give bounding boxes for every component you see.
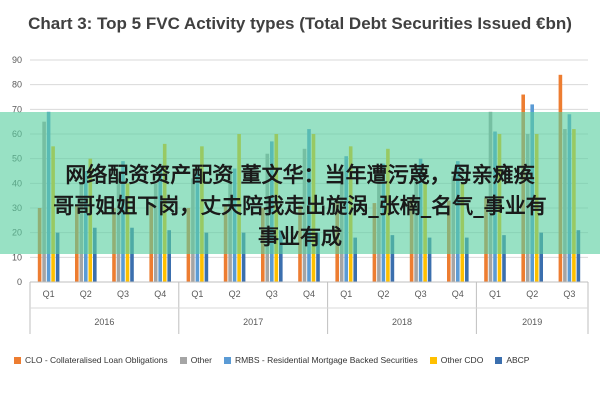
bar [316, 232, 320, 282]
legend-label: Other [190, 355, 212, 365]
y-tick-label: 90 [12, 55, 22, 65]
group-label: 2017 [243, 317, 263, 327]
group-label: 2019 [522, 317, 542, 327]
overlay-line-1: 网络配资资产配资 董文华：当年遭污蔑，母亲瘫痪 [65, 163, 535, 187]
overlay-banner [0, 112, 600, 254]
bar [502, 235, 506, 282]
x-tick-label: Q4 [154, 289, 166, 299]
overlay-line-3: 事业有成 [258, 225, 342, 249]
group-label: 2018 [392, 317, 412, 327]
bar [427, 237, 432, 282]
legend-item: CLO - Collateralised Loan Obligations [14, 355, 168, 365]
bar [93, 227, 97, 282]
x-tick-label: Q4 [303, 289, 315, 299]
legend-swatch [429, 356, 437, 364]
legend-item: Other CDO [429, 355, 484, 365]
x-tick-label: Q2 [80, 289, 92, 299]
y-tick-label: 70 [12, 104, 22, 114]
bar [204, 232, 209, 282]
bar [55, 232, 60, 282]
legend-label: ABCP [506, 355, 530, 365]
bar [465, 237, 469, 282]
legend-swatch [179, 356, 187, 364]
x-tick-label: Q4 [452, 289, 464, 299]
x-tick-label: Q3 [117, 289, 129, 299]
chart-title: Chart 3: Top 5 FVC Activity types (Total… [28, 14, 572, 33]
bar [167, 230, 171, 282]
chart-legend: CLO - Collateralised Loan Obligations Oth… [14, 355, 594, 365]
x-tick-label: Q3 [563, 289, 575, 299]
x-tick-label: Q1 [340, 289, 352, 299]
bar [353, 237, 357, 282]
bar [390, 235, 395, 282]
x-tick-label: Q1 [43, 289, 55, 299]
y-tick-label: 10 [12, 252, 22, 262]
x-tick-label: Q2 [229, 289, 241, 299]
x-tick-label: Q1 [489, 289, 501, 299]
legend-label: Other CDO [440, 355, 484, 365]
x-tick-label: Q3 [266, 289, 278, 299]
x-tick-label: Q2 [377, 289, 389, 299]
group-label: 2016 [94, 317, 114, 327]
bar [130, 227, 134, 282]
x-tick-label: Q3 [415, 289, 427, 299]
legend-item: ABCP [495, 355, 529, 365]
legend-swatch [223, 356, 231, 364]
legend-item: Other [179, 355, 212, 365]
bar [576, 230, 581, 282]
legend-label: CLO - Collateralised Loan Obligations [25, 355, 168, 365]
x-tick-label: Q2 [526, 289, 538, 299]
y-tick-label: 80 [12, 80, 22, 90]
y-tick-label: 0 [17, 277, 22, 287]
overlay-line-2: 哥哥姐姐下岗，丈夫陪我走出旋涡_张楠_名气_事业有 [53, 194, 547, 218]
bar [279, 230, 283, 282]
legend-swatch [495, 356, 503, 364]
legend-swatch [14, 356, 21, 364]
x-tick-label: Q1 [191, 289, 203, 299]
legend-item: RMBS - Residential Mortgage Backed Secur… [223, 355, 418, 365]
bar [241, 232, 246, 282]
overlay-caption: 网络配资资产配资 董文华：当年遭污蔑，母亲瘫痪 哥哥姐姐下岗，丈夫陪我走出旋涡_… [0, 160, 600, 253]
bar [539, 232, 543, 282]
legend-label: RMBS - Residential Mortgage Backed Secur… [234, 355, 418, 365]
